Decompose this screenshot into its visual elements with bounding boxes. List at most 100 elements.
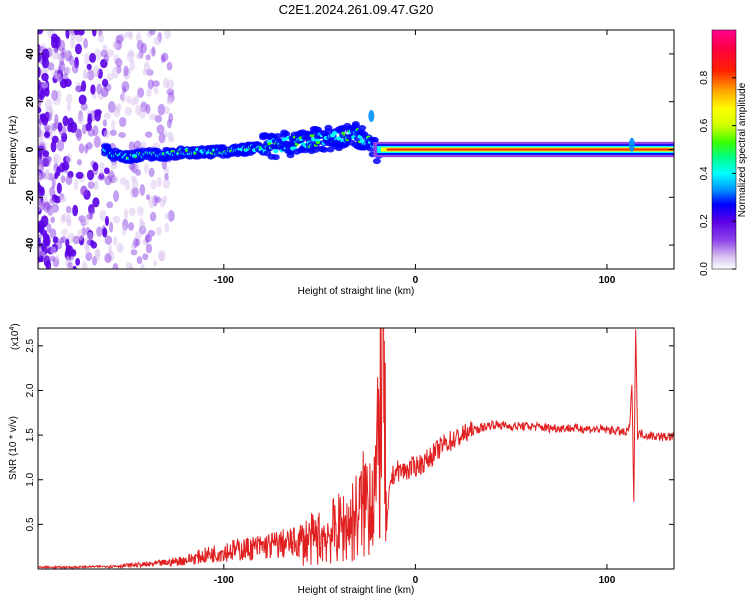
spectrogram-noise-blob	[56, 139, 65, 152]
svg-text:(x104): (x104)	[9, 323, 21, 350]
spectrogram-noise-blob	[102, 227, 108, 238]
spectrogram-noise-blob	[38, 52, 41, 63]
snr-xtick-label: 100	[599, 575, 616, 586]
spectrogram-noise-blob	[111, 119, 116, 130]
colorbar-label: Normalized spectral amplitude	[737, 82, 748, 217]
spectrogram-noise-blob	[162, 195, 167, 204]
spectrogram-noise-blob	[52, 236, 59, 244]
spectrogram-noise-blob	[65, 175, 73, 186]
spectrogram-noise-blob	[92, 162, 99, 172]
spectrogram-noise-blob	[112, 40, 119, 50]
spectrogram-noise-blob	[166, 88, 175, 96]
spectrogram-noise-blob	[65, 30, 70, 39]
spectrogram-noise-blob	[50, 140, 57, 153]
spectrogram-noise-blob	[121, 92, 126, 104]
spectrogram-noise-blob	[75, 257, 81, 266]
spectrogram-noise-blob	[109, 221, 114, 233]
spectrogram-noise-blob	[70, 249, 77, 257]
spectrogram-noise-blob	[53, 153, 61, 164]
spectrogram-ticks: -100 0 100 -40 -20 0 20 40	[25, 30, 674, 286]
spectrogram-noise-blob	[58, 60, 66, 73]
spectrogram-xlabel: Height of straight line (km)	[298, 286, 415, 297]
spectrogram-ridge-mid	[359, 138, 365, 143]
spectrogram-noise-blob	[92, 65, 100, 78]
spectrogram-noise-blob	[41, 72, 49, 82]
spectrogram-noise-blob	[57, 39, 66, 52]
spectrogram-noise-blob	[38, 224, 41, 234]
spectrogram-noise-blob	[81, 80, 87, 92]
snr-xtick-label: 0	[413, 575, 419, 586]
spectrogram-noise-blob	[124, 106, 133, 116]
spectrogram-noise-blob	[51, 122, 57, 132]
spectrogram-noise-blob	[147, 229, 156, 237]
spectrogram-noise-blob	[115, 58, 123, 67]
spectrogram-ridge-outer	[311, 146, 320, 153]
spectrogram-noise-blob	[40, 114, 46, 123]
snr-xtick-label: -100	[214, 575, 234, 586]
spectrogram-noise-blob	[124, 31, 133, 39]
spectrogram-noise-blob	[41, 82, 49, 89]
spectrogram-ytick-label: -20	[25, 190, 36, 205]
spectrogram-noise-blob	[135, 104, 141, 116]
spectrogram-noise-blob	[93, 180, 99, 191]
spectrogram-xtick-label: 0	[413, 275, 419, 286]
spectrogram-noise-blob	[109, 129, 117, 136]
spectrogram-noise-blob	[145, 243, 153, 254]
spectrogram-noise-blob	[44, 87, 50, 97]
spectrogram-noise-blob	[77, 30, 85, 36]
spectrogram-ridge-mid	[273, 149, 279, 154]
spectrogram-noise-blob	[113, 236, 118, 246]
snr-ytick-label: 2.5	[25, 338, 36, 352]
spectrogram-noise-blob	[145, 103, 151, 115]
spectrogram-noise-blob	[38, 134, 43, 146]
spectrogram-noise-blob	[87, 207, 96, 216]
spectrogram-noise-blob	[42, 150, 50, 158]
spectrogram-noise-blob	[96, 226, 103, 237]
spectrogram-noise-blob	[113, 190, 120, 202]
spectrogram-noise-blob	[135, 230, 143, 239]
spectrogram-noise-blob	[142, 253, 149, 261]
spectrogram-noise-blob	[80, 103, 88, 111]
spectrogram-ytick-label: 0	[25, 146, 36, 152]
spectrogram-noise-blob	[41, 48, 50, 61]
spectrogram-noise-blob	[75, 82, 82, 93]
spectrogram-noise-blob	[38, 171, 43, 182]
spectrogram-noise-blob	[115, 34, 124, 44]
spectrogram-ridge-outer	[372, 158, 381, 165]
spectrogram-noise-blob	[156, 124, 165, 135]
spectrogram-noise-blob	[149, 30, 156, 36]
spectrogram-noise-blob	[157, 103, 166, 116]
spectrogram-noise-blob	[162, 77, 169, 89]
spectrogram-noise-blob	[135, 162, 140, 171]
spectrogram-noise-blob	[100, 86, 109, 98]
spectrogram-noise-blob	[64, 78, 72, 88]
spectrogram-noise-blob	[106, 73, 114, 81]
spectrogram-noise-blob	[95, 249, 101, 262]
spectrogram-noise-blob	[54, 73, 62, 80]
spectrogram-ridge-outer	[358, 125, 367, 132]
spectrogram-noise-blob	[38, 237, 41, 246]
spectrogram-noise-blob	[93, 136, 101, 148]
spectrogram-noise-blob	[166, 61, 173, 71]
spectrogram-noise-blob	[129, 265, 134, 269]
spectrogram-noise-blob	[65, 238, 70, 248]
snr-frame	[37, 327, 675, 570]
spectrogram-noise-blob	[38, 82, 41, 92]
spectrogram-noise-blob	[45, 98, 53, 110]
snr-xlabel: Height of straight line (km)	[298, 585, 415, 596]
spectrogram-noise-blob	[44, 201, 51, 210]
spectrogram-noise-blob	[67, 261, 73, 269]
spectrogram-noise-blob	[145, 54, 151, 61]
spectrogram-noise-blob	[50, 246, 57, 255]
spectrogram-noise-blob	[103, 167, 110, 175]
spectrogram-noise-blob	[135, 32, 142, 43]
spectrogram-noise-blob	[82, 215, 89, 226]
snr-panel: -100 0 100 0.5 1.0 1.5 2.0 2.5 Height of straig…	[8, 323, 675, 596]
spectrogram-noise-blob	[123, 65, 129, 77]
spectrogram-noise-blob	[76, 158, 82, 166]
spectrogram-noise-blob	[128, 207, 136, 216]
spectrogram-noise-blob	[115, 103, 122, 113]
spectrogram-panel: -100 0 100 -40 -20 0 20 40 Height of straight l…	[8, 29, 675, 297]
spectrogram-noise-blob	[140, 221, 146, 232]
